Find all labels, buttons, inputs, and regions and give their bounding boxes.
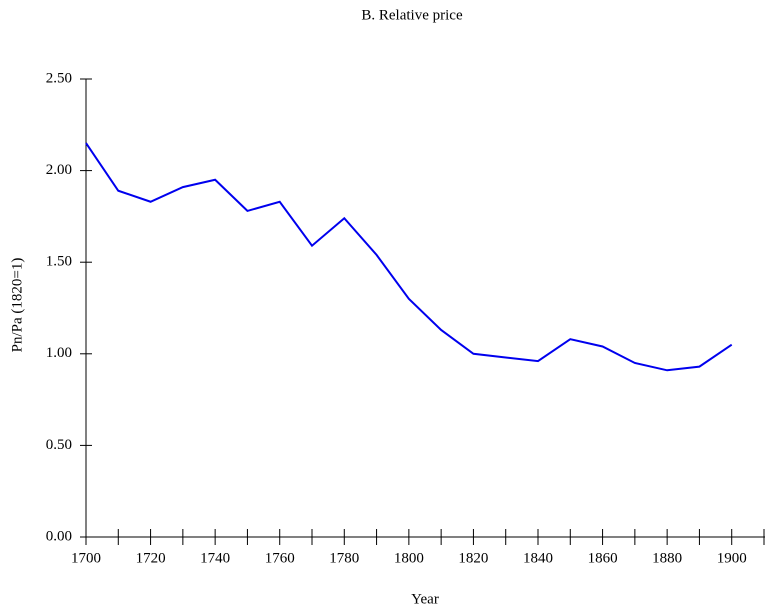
x-axis-label: Year	[411, 591, 439, 607]
y-tick-label: 2.50	[46, 70, 72, 86]
x-tick-label: 1820	[458, 550, 488, 566]
y-tick-label: 1.00	[46, 345, 72, 361]
y-tick-label: 2.00	[46, 162, 72, 178]
data-line	[85, 142, 733, 372]
x-tick-label: 1800	[394, 550, 424, 566]
x-tick-label: 1720	[136, 550, 166, 566]
x-tick-label: 1760	[265, 550, 295, 566]
x-tick-label: 1860	[588, 550, 618, 566]
y-axis-label: Pn/Pa (1820=1)	[9, 258, 25, 353]
y-tick-label: 0.00	[46, 528, 72, 544]
y-tick-label: 0.50	[46, 437, 72, 453]
chart-title: B. Relative price	[361, 7, 463, 23]
x-tick-label: 1880	[652, 550, 682, 566]
y-tick-label: 1.50	[46, 254, 72, 270]
x-tick-label: 1700	[71, 550, 101, 566]
x-tick-label: 1780	[329, 550, 359, 566]
x-tick-label: 1740	[200, 550, 230, 566]
x-tick-label: 1840	[523, 550, 553, 566]
x-tick-label: 1900	[717, 550, 747, 566]
